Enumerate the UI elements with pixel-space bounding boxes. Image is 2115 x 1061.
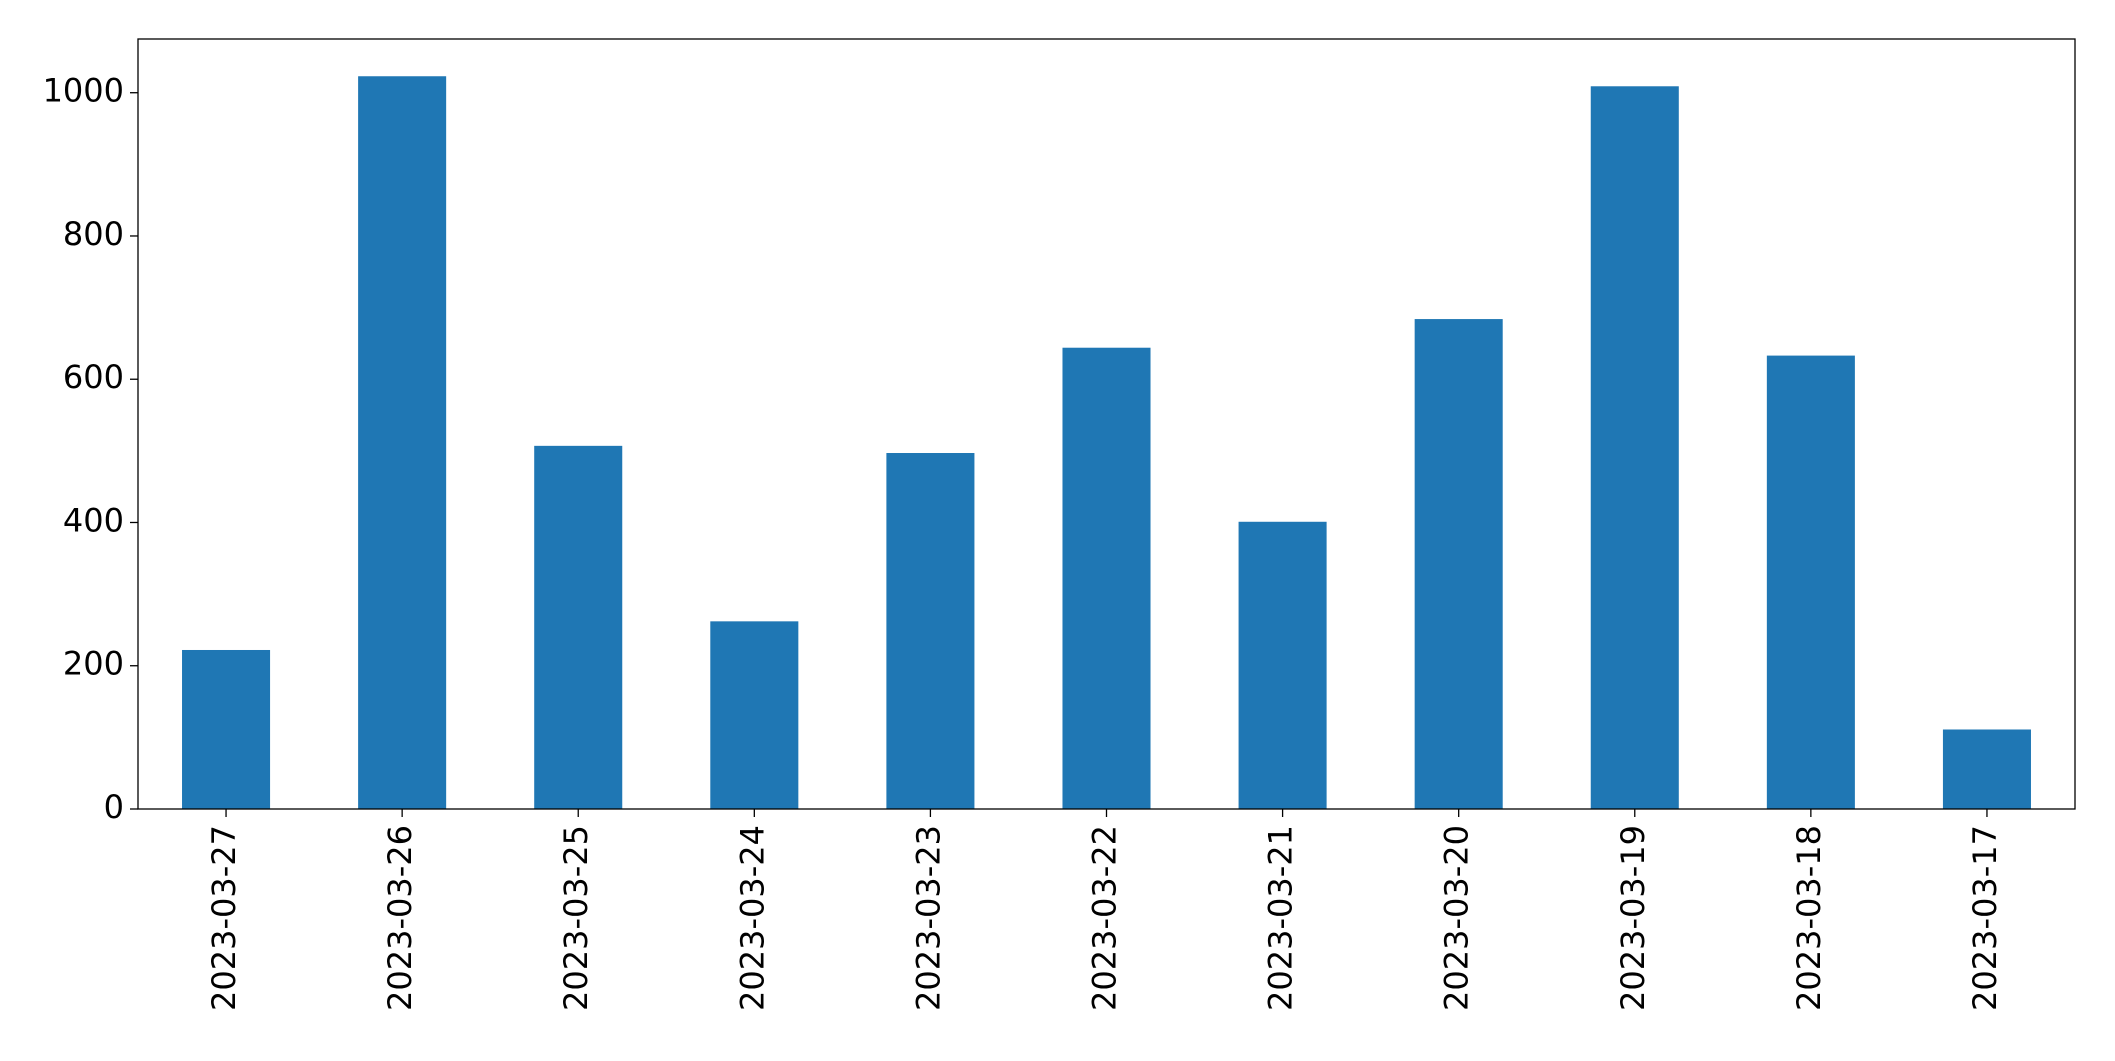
x-tick-label: 2023-03-26 xyxy=(381,825,419,1011)
y-tick-label: 200 xyxy=(63,645,124,683)
bar xyxy=(1414,319,1503,809)
bar xyxy=(182,649,271,809)
bar xyxy=(710,621,799,809)
y-tick-label: 1000 xyxy=(43,72,124,110)
x-tick-label: 2023-03-24 xyxy=(733,825,771,1011)
bar xyxy=(886,453,975,809)
x-tick-label: 2023-03-19 xyxy=(1614,825,1652,1011)
bar xyxy=(1942,729,2031,809)
y-tick-label: 600 xyxy=(63,358,124,396)
bar xyxy=(534,445,623,809)
bar xyxy=(1590,86,1679,810)
x-tick-label: 2023-03-20 xyxy=(1438,825,1476,1011)
x-tick-label: 2023-03-17 xyxy=(1966,825,2004,1011)
y-tick-label: 0 xyxy=(104,788,124,826)
bar xyxy=(1062,347,1151,809)
axes-frame xyxy=(137,38,2076,810)
bar xyxy=(358,76,447,809)
y-tick-label: 400 xyxy=(63,501,124,539)
x-tick-label: 2023-03-22 xyxy=(1086,825,1124,1011)
x-tick-label: 2023-03-23 xyxy=(909,825,947,1011)
x-tick-label: 2023-03-18 xyxy=(1790,825,1828,1011)
x-tick-label: 2023-03-27 xyxy=(205,825,243,1011)
plot-area: 0 200 400 600 800 1000 2023-03-27 2023-03-26 202… xyxy=(43,72,2031,1011)
x-tick-label: 2023-03-21 xyxy=(1262,825,1300,1011)
y-tick-label: 800 xyxy=(63,215,124,253)
x-tick-label: 2023-03-25 xyxy=(557,825,595,1011)
bar xyxy=(1238,521,1327,809)
bar xyxy=(1766,355,1855,809)
